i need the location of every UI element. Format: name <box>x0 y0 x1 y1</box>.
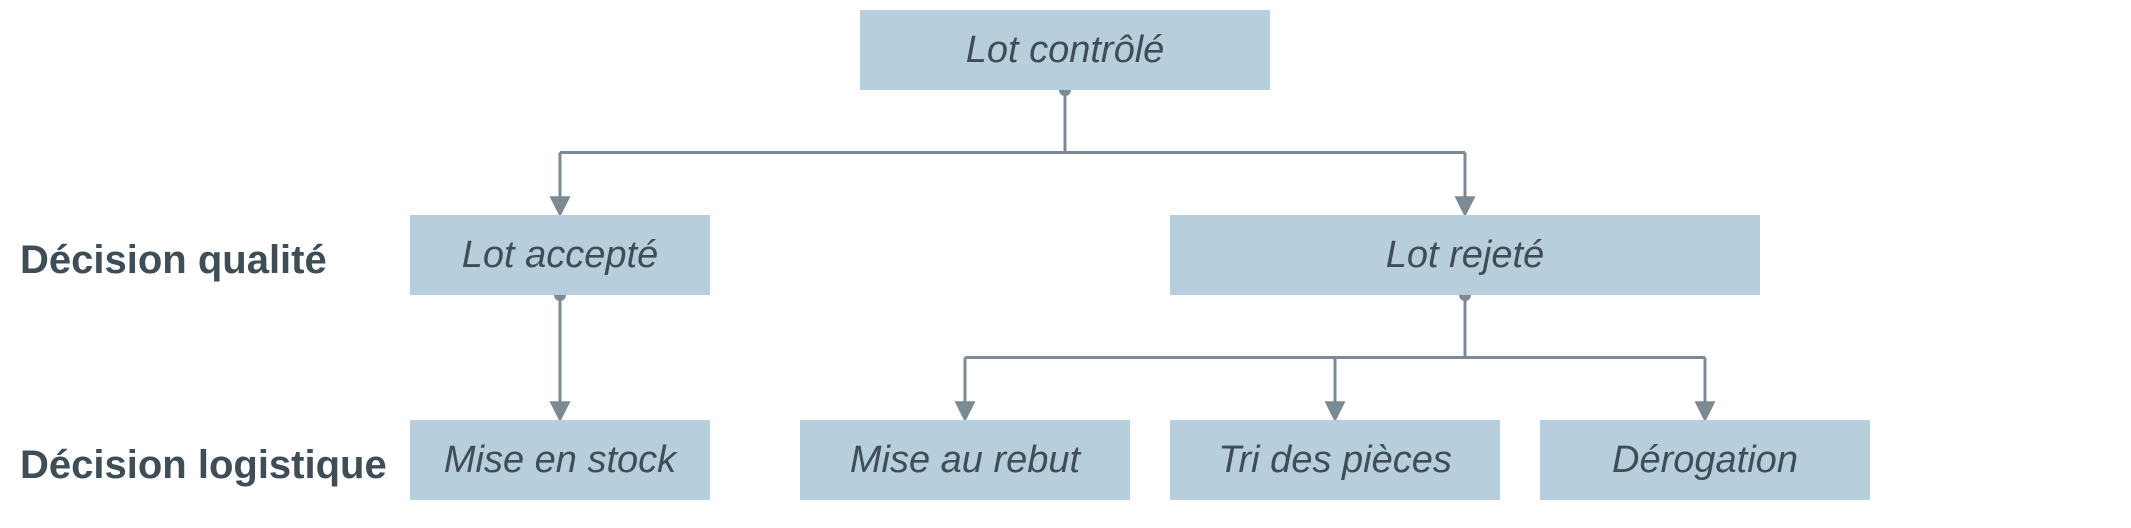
rl-quality: Décision qualité <box>20 220 327 300</box>
node-accepted: Lot accepté <box>410 215 710 295</box>
node-rejected: Lot rejeté <box>1170 215 1760 295</box>
node-label: Mise au rebut <box>850 439 1080 482</box>
rl-logistics: Décision logistique <box>20 425 387 505</box>
flowchart-canvas: Lot contrôlé Lot accepté Lot rejeté Mise en… <box>0 0 2131 528</box>
node-stock: Mise en stock <box>410 420 710 500</box>
node-sort: Tri des pièces <box>1170 420 1500 500</box>
node-label: Lot accepté <box>462 234 658 277</box>
node-controlled: Lot contrôlé <box>860 10 1270 90</box>
node-label: Dérogation <box>1612 439 1798 482</box>
node-label: Mise en stock <box>444 439 676 482</box>
node-label: Lot rejeté <box>1386 234 1544 277</box>
node-scrap: Mise au rebut <box>800 420 1130 500</box>
node-label: Tri des pièces <box>1218 439 1452 482</box>
node-derog: Dérogation <box>1540 420 1870 500</box>
node-label: Lot contrôlé <box>966 29 1165 72</box>
